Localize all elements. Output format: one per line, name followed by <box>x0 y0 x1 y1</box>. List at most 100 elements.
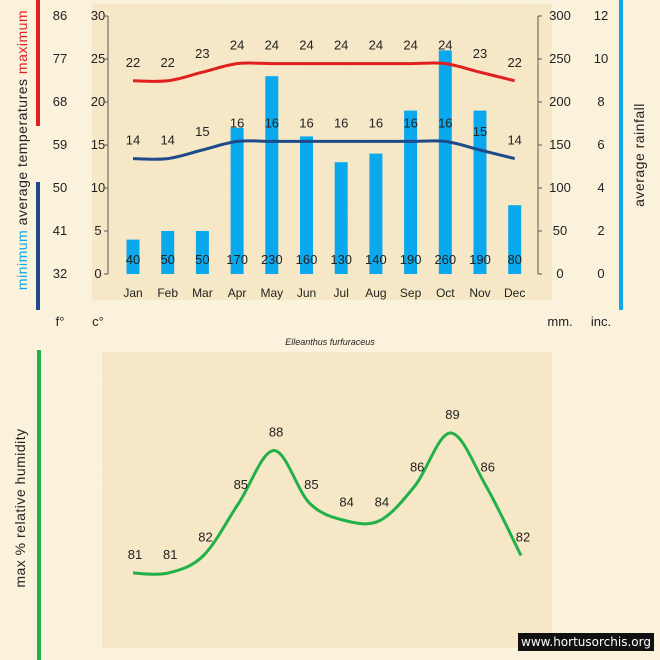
humidity-value-label: 81 <box>163 547 177 562</box>
inch-tick-label: 0 <box>597 266 604 281</box>
rainfall-bar <box>404 110 418 274</box>
mm-tick-label: 200 <box>549 94 571 109</box>
rainfall-bar <box>334 162 348 274</box>
rainfall-value-label: 190 <box>400 252 422 267</box>
mm-tick-label: 100 <box>549 180 571 195</box>
month-label: May <box>260 286 283 300</box>
rainfall-value-label: 140 <box>365 252 387 267</box>
rainfall-bar <box>230 127 244 274</box>
inch-tick-label: 8 <box>597 94 604 109</box>
species-subtitle: Elleanthus furfuraceus <box>285 337 375 347</box>
rainfall-bar <box>161 231 175 274</box>
unit-mm: mm. <box>547 314 572 329</box>
humidity-value-label: 84 <box>339 495 353 510</box>
min-temperature-label: 16 <box>230 115 244 130</box>
credit-box <box>518 633 654 651</box>
celsius-tick-label: 30 <box>91 8 105 23</box>
rainfall-bars <box>126 50 522 275</box>
celsius-tick-label: 10 <box>91 180 105 195</box>
minimum-label: minimum <box>14 230 30 290</box>
max-temperature-label: 24 <box>299 38 313 53</box>
inch-tick-label: 10 <box>594 51 608 66</box>
min-temperature-label: 16 <box>369 115 383 130</box>
celsius-tick-label: 5 <box>94 223 101 238</box>
humidity-value-label: 81 <box>128 547 142 562</box>
fahrenheit-tick-label: 86 <box>53 8 67 23</box>
month-label: Feb <box>157 286 178 300</box>
max-temperature-label: 23 <box>195 46 209 61</box>
fahrenheit-tick-label: 32 <box>53 266 67 281</box>
rainfall-bar <box>438 50 452 275</box>
temperature-value-labels: 22 22 23 24 24 24 24 24 24 24 23 22 14 14 15 16 16 16 16 16… <box>126 38 522 148</box>
month-label: Dec <box>504 286 525 300</box>
humidity-value-label: 86 <box>410 460 424 475</box>
inch-tick-label: 12 <box>594 8 608 23</box>
rainfall-bar <box>195 231 209 274</box>
humidity-chart: 81 81 82 85 88 85 84 84 86 89 86 82 <box>128 407 530 576</box>
fahrenheit-tick-label: 50 <box>53 180 67 195</box>
rainfall-value-label: 260 <box>434 252 456 267</box>
humidity-value-label: 84 <box>375 495 389 510</box>
rainfall-value-label: 190 <box>469 252 491 267</box>
celsius-tick-label: 20 <box>91 94 105 109</box>
month-labels: Jan Feb Mar Apr May Jun Jul Aug Sep Oct Nov Dec <box>123 286 525 300</box>
mm-tick-label: 150 <box>549 137 571 152</box>
rainfall-value-labels: 40 50 50 170 230 160 130 140 190 260 190 80 <box>126 252 522 267</box>
min-temperature-label: 14 <box>507 133 521 148</box>
max-temperature-label: 23 <box>473 46 487 61</box>
left-axis-label: minimum average temperatures maximum <box>14 10 30 290</box>
min-temperature-label: 14 <box>126 133 140 148</box>
max-temperature-label: 24 <box>438 38 452 53</box>
rainfall-value-label: 50 <box>195 252 209 267</box>
rainfall-value-label: 80 <box>507 252 521 267</box>
month-label: Nov <box>469 286 490 300</box>
rainfall-bar <box>508 205 522 274</box>
rainfall-bar <box>300 136 313 274</box>
month-label: Apr <box>228 286 247 300</box>
month-label: Aug <box>365 286 386 300</box>
max-temperature-label: 24 <box>265 38 279 53</box>
bottom-panel-texture <box>102 352 552 648</box>
rainfall-value-label: 130 <box>330 252 352 267</box>
celsius-tick-label: 25 <box>91 51 105 66</box>
mm-tick-label: 50 <box>553 223 567 238</box>
fahrenheit-tick-label: 77 <box>53 51 67 66</box>
fahrenheit-tick-label: 41 <box>53 223 67 238</box>
humidity-value-label: 82 <box>516 530 530 545</box>
min-temperature-label: 15 <box>195 124 209 139</box>
rainfall-value-label: 50 <box>160 252 174 267</box>
mm-tick-label: 250 <box>549 51 571 66</box>
mm-tick-label: 300 <box>549 8 571 23</box>
right-axis-label: average rainfall <box>631 103 647 207</box>
inch-tick-label: 2 <box>597 223 604 238</box>
max-temperature-label: 24 <box>403 38 417 53</box>
inch-tick-label: 6 <box>597 137 604 152</box>
humidity-value-label: 86 <box>480 460 494 475</box>
unit-inc: inc. <box>591 314 611 329</box>
fahrenheit-tick-label: 68 <box>53 94 67 109</box>
month-label: Mar <box>192 286 213 300</box>
min-temperature-label: 15 <box>473 124 487 139</box>
month-label: Sep <box>400 286 422 300</box>
humidity-value-label: 85 <box>304 477 318 492</box>
inch-tick-label: 4 <box>597 180 604 195</box>
unit-f: f° <box>56 314 65 329</box>
min-temperature-label: 16 <box>334 115 348 130</box>
min-temperature-label: 16 <box>438 115 452 130</box>
rainfall-bar <box>265 76 279 274</box>
rainfall-value-label: 40 <box>126 252 140 267</box>
rainfall-bar <box>369 153 383 274</box>
max-temperature-label: 24 <box>230 38 244 53</box>
max-temperature-label: 22 <box>160 55 174 70</box>
min-temperature-label: 16 <box>265 115 279 130</box>
fahrenheit-tick-label: 59 <box>53 137 67 152</box>
mm-tick-label: 0 <box>556 266 563 281</box>
humidity-line <box>132 431 523 576</box>
celsius-tick-label: 0 <box>94 266 101 281</box>
right-axis-ticks: 0 0 50 2 100 4 150 6 200 8 250 10 300 12 <box>537 8 608 281</box>
unit-c: c° <box>92 314 104 329</box>
rainfall-value-label: 170 <box>226 252 248 267</box>
average-temperatures-label: average temperatures <box>14 78 30 225</box>
